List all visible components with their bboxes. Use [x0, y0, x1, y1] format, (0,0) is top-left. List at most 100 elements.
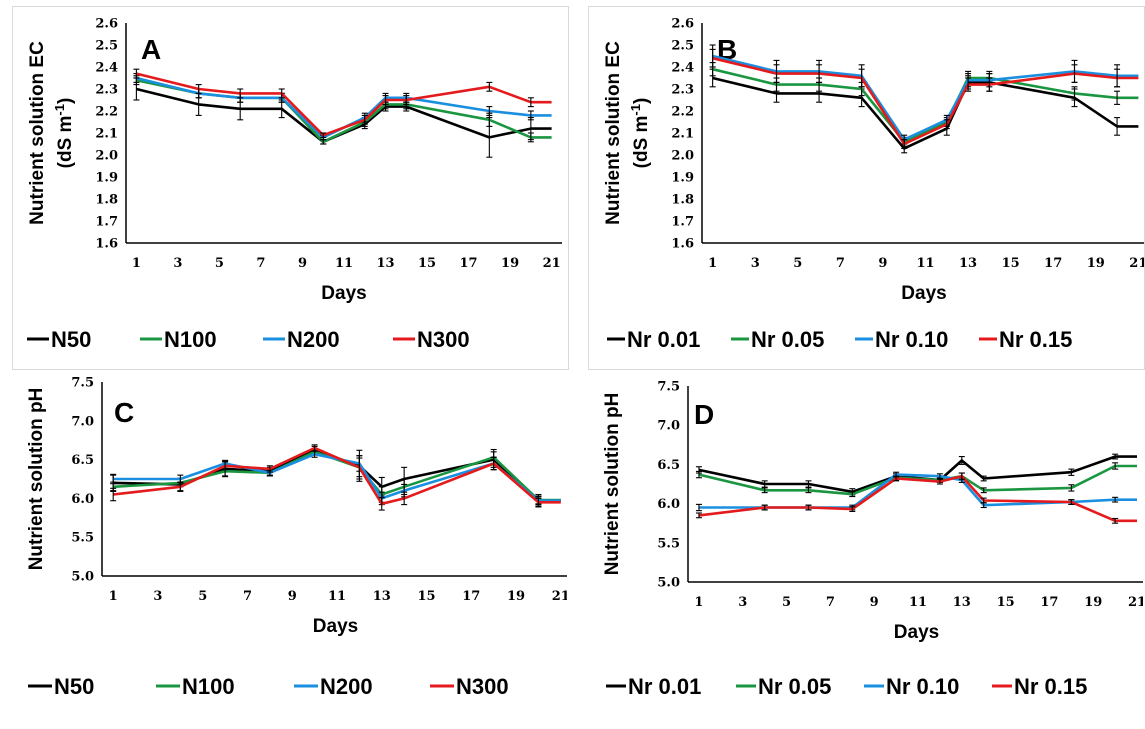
x-tick-label: 7: [836, 256, 845, 271]
plot-area: 1.61.71.81.92.02.12.22.32.42.52.61 3 5 7 9 11…: [27, 17, 562, 352]
y-tick-label: 5.5: [71, 531, 94, 546]
x-tick-label: 1: [694, 595, 703, 610]
y-axis-title: Nutrient solution pH: [602, 393, 623, 576]
y-tick-label: 2.6: [95, 17, 118, 32]
y-tick-label: 2.2: [95, 105, 118, 120]
y-tick-label: 2.5: [95, 39, 118, 54]
x-tick-label: 19: [507, 589, 525, 604]
x-tick-label: 17: [460, 256, 478, 271]
y-tick-label: 7.5: [71, 376, 94, 391]
x-tick-label: 7: [826, 595, 835, 610]
plot-area: 5.05.56.06.57.07.51 3 5 7 9 11 13 15 17 19 21DaysN…: [26, 376, 567, 699]
x-tick-label: 9: [878, 256, 887, 271]
chart-panel-c: 5.0 5.5 6.0 6.5 7.0 7.5 1 3 5 7 9 11 13 15 17 19 21 Days N…: [12, 372, 569, 726]
chart-svg: 5.05.56.06.57.07.51 3 5 7 9 11 13 15 17 19 21DaysN…: [602, 380, 1143, 699]
y-tick-label: 1.6: [95, 237, 118, 252]
x-tick-label: 13: [373, 589, 391, 604]
y-tick-label: 6.5: [657, 458, 680, 473]
x-tick-label: 17: [1040, 595, 1058, 610]
y-axis-title: Nutrient solution pH: [26, 388, 47, 571]
y-tick-label: 6.5: [71, 453, 94, 468]
x-tick-label: 11: [916, 256, 934, 271]
x-tick-label: 13: [953, 595, 971, 610]
x-tick-label: 5: [782, 595, 791, 610]
y-tick-label: 2.0: [95, 149, 118, 164]
legend-label: Nr 0.10: [875, 327, 948, 352]
legend-label: Nr 0.05: [758, 674, 831, 699]
y-tick-label: 2.1: [671, 127, 694, 142]
panel-label: A: [141, 34, 161, 65]
x-tick-label: 21: [543, 256, 561, 271]
x-tick-label: 5: [793, 256, 802, 271]
x-tick-label: 5: [215, 256, 224, 271]
y-axis-unit: (dS m-1): [52, 98, 77, 169]
y-tick-label: 2.4: [671, 61, 694, 76]
y-tick-label: 2.0: [671, 149, 694, 164]
y-tick-label: 1.8: [95, 193, 118, 208]
x-axis-title: Days: [313, 616, 358, 637]
x-tick-label: 9: [298, 256, 307, 271]
x-tick-label: 13: [376, 256, 394, 271]
x-tick-label: 17: [1044, 256, 1062, 271]
legend-label: N200: [287, 327, 340, 352]
chart-panel-a: 1.6 1.7 1.8 1.9 2.0 2.1 2.2 2.3 2.4 2.5 2.6 1 3 5 7 9 11…: [12, 6, 569, 370]
y-tick-label: 2.3: [95, 83, 118, 98]
chart-svg: 1.61.71.81.92.02.12.22.32.42.52.61 3 5 7 9 11…: [27, 17, 562, 352]
x-tick-label: 11: [328, 589, 346, 604]
y-tick-label: 5.0: [71, 570, 94, 585]
y-tick-label: 1.9: [671, 171, 694, 186]
y-axis-title: Nutrient solution EC: [27, 41, 48, 225]
legend-label: N100: [164, 327, 217, 352]
x-tick-label: 3: [153, 589, 162, 604]
x-tick-label: 19: [1087, 256, 1105, 271]
x-tick-label: 11: [335, 256, 353, 271]
x-tick-label: 15: [1002, 256, 1020, 271]
x-tick-label: 1: [109, 589, 118, 604]
legend-label: Nr 0.01: [627, 327, 700, 352]
x-tick-label: 3: [751, 256, 760, 271]
x-axis-title: Days: [901, 283, 946, 304]
chart-panel-b: 1.6 1.7 1.8 1.9 2.0 2.1 2.2 2.3 2.4 2.5 2.6 1 3 5 7 9 11…: [588, 6, 1145, 370]
x-tick-label: 15: [418, 256, 436, 271]
y-tick-label: 7.0: [657, 419, 680, 434]
legend-label: Nr 0.10: [886, 674, 959, 699]
y-tick-label: 1.7: [671, 215, 694, 230]
legend-label: Nr 0.05: [751, 327, 824, 352]
y-tick-label: 2.4: [95, 61, 118, 76]
x-axis-title: Days: [321, 283, 366, 304]
y-tick-label: 7.0: [71, 414, 94, 429]
y-tick-label: 1.9: [95, 171, 118, 186]
x-tick-label: 19: [501, 256, 519, 271]
y-tick-label: 2.1: [95, 127, 118, 142]
y-tick-label: 6.0: [71, 492, 94, 507]
x-tick-label: 7: [243, 589, 252, 604]
panel-label: D: [694, 399, 714, 430]
chart-svg: 1.61.71.81.92.02.12.22.32.42.52.61 3 5 7 9 11…: [603, 17, 1145, 352]
y-tick-label: 2.3: [671, 83, 694, 98]
y-tick-label: 2.6: [671, 17, 694, 32]
x-tick-label: 15: [417, 589, 435, 604]
x-tick-label: 1: [708, 256, 717, 271]
chart-svg: 5.05.56.06.57.07.51 3 5 7 9 11 13 15 17 19 21DaysN…: [26, 376, 567, 699]
y-tick-label: 1.8: [671, 193, 694, 208]
y-tick-label: 1.6: [671, 237, 694, 252]
legend-label: N300: [456, 674, 509, 699]
y-tick-label: 2.5: [671, 39, 694, 54]
x-axis-title: Days: [894, 622, 939, 643]
y-tick-label: 7.5: [657, 380, 680, 395]
legend-label: Nr 0.15: [999, 327, 1072, 352]
x-tick-label: 13: [959, 256, 977, 271]
x-tick-label: 3: [173, 256, 182, 271]
plot-area: 5.05.56.06.57.07.51 3 5 7 9 11 13 15 17 19 21DaysN…: [602, 380, 1143, 699]
legend-label: N300: [417, 327, 470, 352]
y-axis-title: Nutrient solution EC: [603, 41, 624, 225]
chart-panel-d: 5.0 5.5 6.0 6.5 7.0 7.5 1 3 5 7 9 11 13 15 17 19 21 Days N…: [588, 372, 1145, 726]
x-tick-label: 19: [1084, 595, 1102, 610]
legend-label: N100: [182, 674, 235, 699]
x-tick-label: 17: [462, 589, 480, 604]
legend-label: Nr 0.15: [1014, 674, 1087, 699]
x-tick-label: 21: [1129, 256, 1145, 271]
x-tick-label: 15: [997, 595, 1015, 610]
legend-label: N50: [54, 674, 94, 699]
y-tick-label: 5.0: [657, 576, 680, 591]
